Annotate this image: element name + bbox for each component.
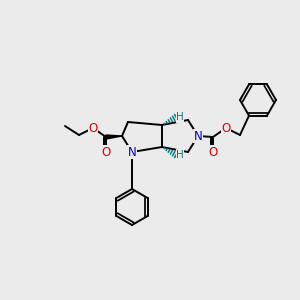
Polygon shape <box>106 135 122 139</box>
Text: N: N <box>194 130 202 142</box>
Text: H: H <box>176 150 184 160</box>
Text: O: O <box>101 146 111 158</box>
Text: O: O <box>88 122 98 134</box>
Text: N: N <box>128 146 136 158</box>
Text: O: O <box>208 146 217 158</box>
Text: H: H <box>176 112 184 122</box>
Text: O: O <box>221 122 231 134</box>
